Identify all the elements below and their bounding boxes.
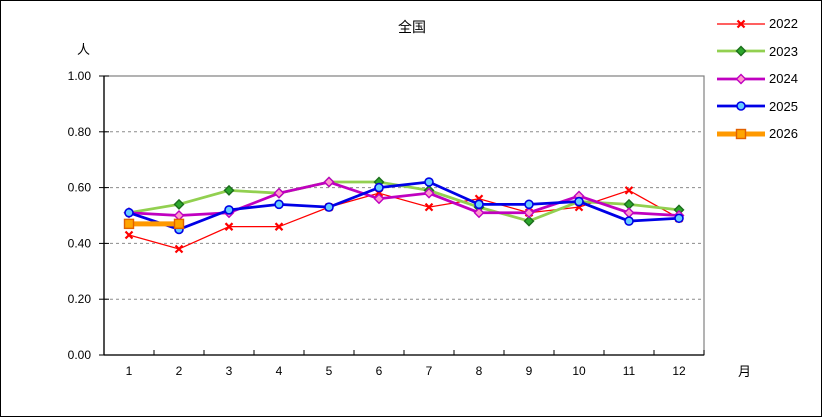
legend-sample-2022 xyxy=(717,19,765,29)
x-tick-label: 2 xyxy=(176,364,183,378)
marker-circle xyxy=(424,177,434,187)
marker-diamond xyxy=(623,207,635,219)
legend-sample-2023 xyxy=(717,45,765,57)
marker-x xyxy=(424,202,434,212)
y-tick-label: 0.40 xyxy=(68,236,92,250)
marker-circle xyxy=(274,199,284,210)
marker-circle xyxy=(324,202,334,212)
marker-diamond xyxy=(173,198,185,210)
y-tick-label: 0.80 xyxy=(68,125,92,139)
marker-diamond xyxy=(373,193,385,205)
legend-label: 2023 xyxy=(769,43,798,59)
legend-label: 2026 xyxy=(769,126,798,142)
y-tick-label: 0.20 xyxy=(68,292,92,306)
marker-circle xyxy=(574,196,584,207)
marker-diamond xyxy=(173,210,185,221)
x-tick-label: 7 xyxy=(426,364,433,378)
series-line-2023 xyxy=(128,180,680,223)
x-tick-label: 10 xyxy=(572,364,586,378)
x-tick-label: 11 xyxy=(623,364,636,378)
marker-circle xyxy=(224,205,234,215)
y-tick-label: 0.00 xyxy=(68,348,92,362)
marker-circle xyxy=(474,199,484,210)
legend-item-2025: 2025 xyxy=(715,93,798,121)
x-axis-unit-label: 月 xyxy=(738,364,752,379)
marker-diamond xyxy=(523,207,535,219)
marker-square xyxy=(173,218,185,230)
legend-label: 2024 xyxy=(769,71,798,87)
legend-sample-2025 xyxy=(717,101,765,112)
marker-circle xyxy=(524,199,534,210)
marker-circle xyxy=(374,182,384,193)
x-tick-label: 8 xyxy=(476,364,483,378)
legend-sample-2026 xyxy=(717,128,765,139)
marker-diamond xyxy=(323,176,335,188)
legend-item-2026: 2026 xyxy=(715,120,798,148)
marker-circle xyxy=(624,216,634,226)
legend-sample-2024 xyxy=(717,73,765,85)
marker-x xyxy=(124,230,134,240)
chart-title: 全国 xyxy=(398,19,426,35)
legend: 2022 2023 2024 2025 2026 xyxy=(715,10,798,148)
marker-diamond xyxy=(223,184,235,196)
series-line-2025 xyxy=(128,180,680,231)
legend-item-2023: 2023 xyxy=(715,38,798,66)
marker-x xyxy=(224,222,234,231)
marker-diamond xyxy=(273,187,285,199)
legend-item-2022: 2022 xyxy=(715,10,798,38)
x-tick-label: 5 xyxy=(326,364,333,378)
marker-circle xyxy=(674,213,684,224)
marker-x xyxy=(174,244,184,254)
marker-circle xyxy=(124,207,134,218)
x-tick-label: 12 xyxy=(672,364,686,378)
marker-diamond xyxy=(423,187,435,199)
marker-diamond xyxy=(523,215,535,227)
x-tick-label: 1 xyxy=(126,364,133,378)
legend-label: 2022 xyxy=(769,16,798,32)
x-tick-label: 3 xyxy=(226,364,233,378)
legend-label: 2025 xyxy=(769,98,798,114)
y-tick-label: 0.60 xyxy=(68,181,92,195)
series-line-2022 xyxy=(128,189,680,250)
x-tick-label: 4 xyxy=(276,364,283,378)
marker-square xyxy=(123,218,135,230)
y-tick-label: 1.00 xyxy=(68,69,92,83)
series-2026 xyxy=(123,218,185,230)
marker-diamond xyxy=(473,207,485,219)
x-tick-label: 9 xyxy=(526,364,533,378)
legend-item-2024: 2024 xyxy=(715,65,798,93)
y-axis-unit-label: 人 xyxy=(77,42,91,57)
marker-x xyxy=(624,186,634,195)
x-tick-label: 6 xyxy=(376,364,383,378)
marker-x xyxy=(274,222,284,231)
